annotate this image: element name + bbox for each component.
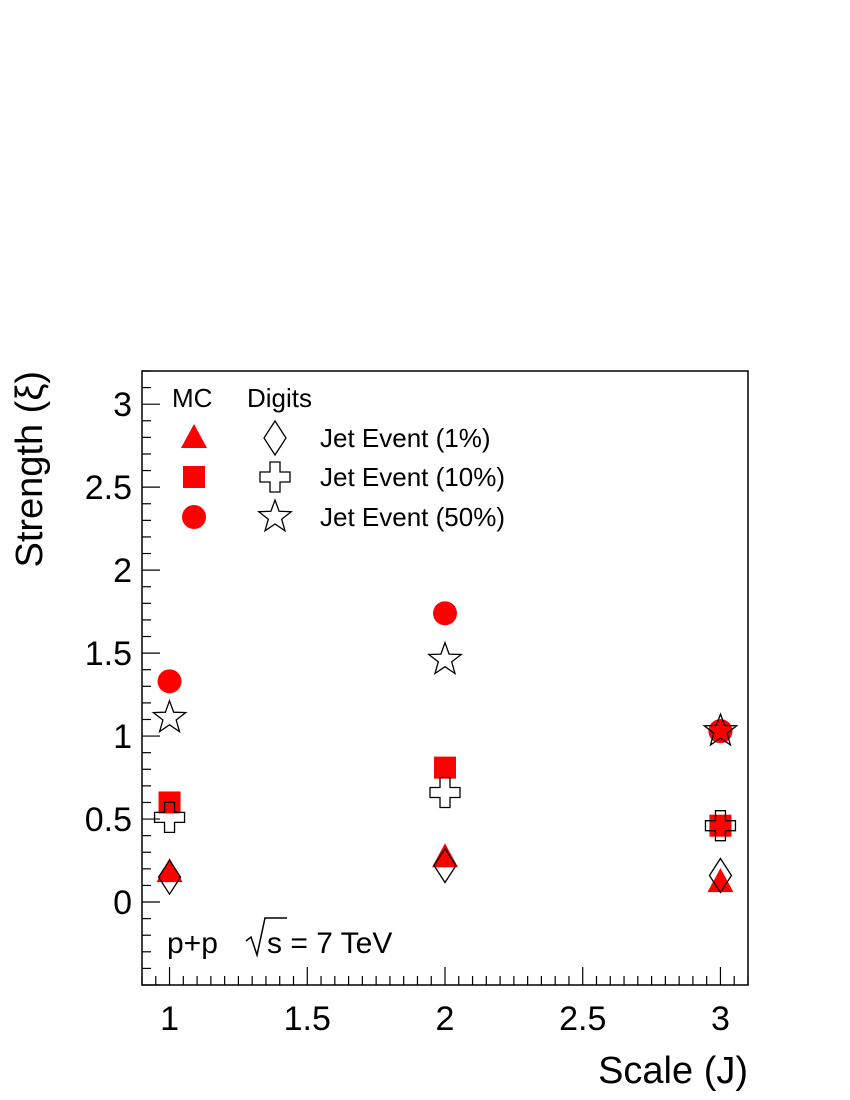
y-tick-label: 3 — [113, 386, 132, 424]
legend-digits-marker — [257, 498, 293, 533]
mc-triangle-filled-point — [156, 858, 183, 883]
legend-entry-label: Jet Event (50%) — [320, 502, 505, 532]
ticks — [141, 370, 749, 986]
mc-circle-filled-point — [433, 601, 457, 626]
mc-triangle-filled-point — [707, 868, 734, 893]
digits-diamond-open-point — [433, 847, 457, 884]
digits-cross-open-point — [704, 810, 737, 842]
digits-cross-open-point — [429, 776, 461, 809]
tick-labels: 1 1.5 2 2.5 3 0 0.5 1 1.5 2 2.5 3 — [85, 386, 730, 1038]
x-tick-label: 1 — [160, 1000, 179, 1038]
digits-diamond-open-point — [708, 857, 733, 894]
legend-digits-marker — [263, 419, 287, 457]
legend-header-digits: Digits — [247, 383, 312, 413]
data-markers — [151, 601, 739, 896]
y-tick-label: 2 — [113, 552, 132, 590]
y-tick-label: 1.5 — [85, 635, 132, 673]
legend-digits-marker — [259, 461, 291, 493]
digits-star-open-point — [426, 640, 464, 676]
digits-diamond-open-point — [157, 858, 182, 896]
legend-mc-marker — [181, 424, 207, 448]
legend-entry-label: Jet Event (10%) — [320, 462, 505, 492]
digits-star-open-point — [702, 712, 739, 747]
legend-entry-label: Jet Event (1%) — [320, 423, 491, 453]
digits-star-open-point — [151, 698, 188, 734]
y-tick-label: 1 — [113, 718, 132, 756]
y-tick-label: 2.5 — [85, 469, 132, 507]
legend-header-mc: MC — [172, 383, 212, 413]
x-tick-label: 2 — [436, 1000, 455, 1038]
y-tick-label: 0 — [113, 884, 132, 922]
x-tick-label: 3 — [711, 1000, 730, 1038]
legend-mc-marker — [182, 505, 206, 529]
legend-mc-marker — [183, 466, 205, 488]
annotation-text-before: p+p — [167, 927, 218, 960]
sqrt-radical — [245, 917, 287, 958]
annotation-text-after: s = 7 TeV — [267, 927, 392, 960]
mc-triangle-filled-point — [432, 843, 458, 868]
x-tick-label: 1.5 — [284, 1000, 331, 1038]
mc-square-filled-point — [434, 756, 456, 779]
mc-circle-filled-point — [157, 669, 182, 694]
digits-cross-open-point — [153, 801, 186, 834]
energy-annotation: p+p s = 7 TeV — [167, 917, 392, 960]
x-axis-title: Scale (J) — [598, 1050, 748, 1092]
mc-square-filled-point — [709, 814, 732, 837]
x-tick-label: 2.5 — [559, 1000, 606, 1038]
legend: MC Digits Jet Event (1%) Jet Event (10%) Jet… — [172, 383, 505, 533]
y-tick-label: 0.5 — [85, 801, 132, 839]
y-axis-title: Strength (ξ) — [9, 371, 51, 568]
